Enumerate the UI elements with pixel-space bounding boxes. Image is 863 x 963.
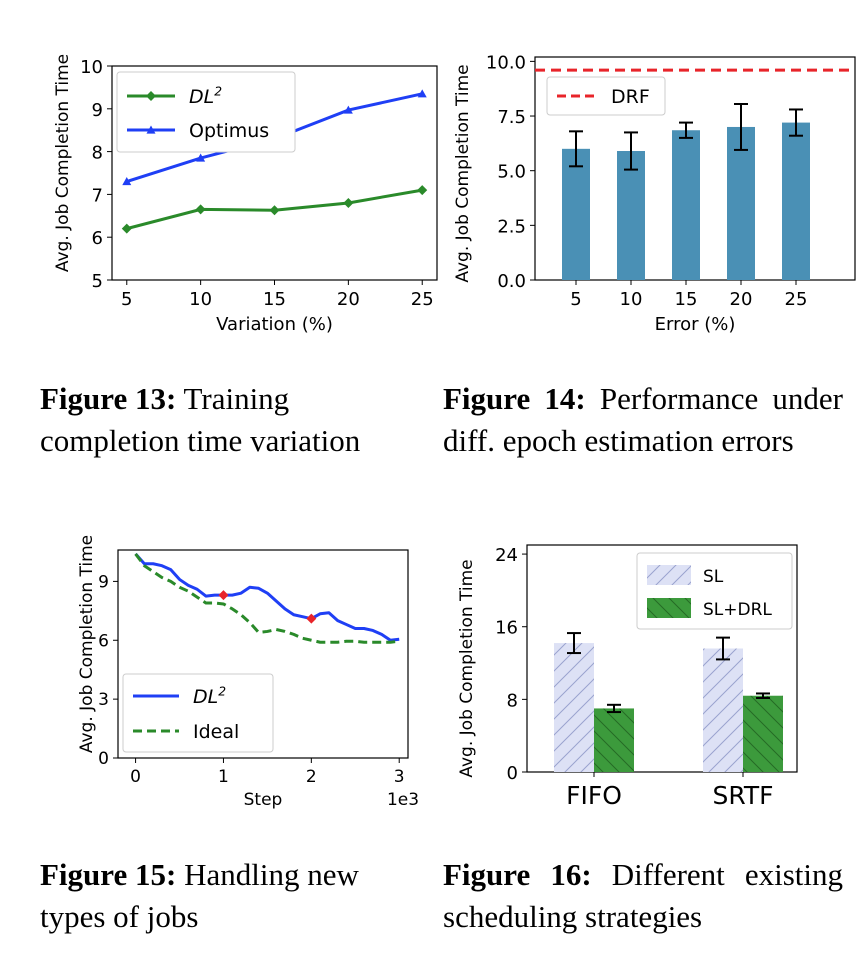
x-tick-label: 20: [730, 289, 753, 310]
x-axis-label: Error (%): [655, 314, 736, 335]
figure-16-caption: Figure 16: Different existing scheduling…: [443, 854, 843, 938]
figure-16-chart: 0 8 16 24 FIFO SRTF Avg. Job Completion Time SL…: [457, 544, 798, 810]
data-point: [122, 177, 132, 186]
legend-label: DL2: [193, 684, 226, 708]
figure-16-text: Different existing scheduling strategies: [443, 857, 844, 934]
x-tick-label: 2: [306, 767, 317, 787]
plot-frame: [526, 544, 798, 773]
legend-label: SL: [703, 567, 724, 587]
legend-box: [546, 76, 666, 116]
legend-swatch: [647, 565, 691, 585]
series-line: [134, 552, 400, 642]
figure-15-caption: Figure 15: Handling new types of jobs: [40, 854, 360, 938]
x-tick-label: 0: [130, 767, 141, 787]
y-axis-label: Avg. Job Completion Time: [77, 535, 97, 753]
data-point: [417, 89, 427, 98]
legend-swatch: [647, 598, 691, 618]
x-tick-label: FIFO: [566, 781, 622, 810]
figure-14-chart: 0.0 2.5 5.0 7.5 10.0 5 10 15 20 25 Error (%) Avg. J…: [453, 52, 856, 335]
figure-16-label: Figure 16:: [443, 857, 592, 892]
bar: [594, 708, 634, 772]
figure-14-text: Performance under diff. epoch estimation…: [443, 381, 843, 458]
y-axis-label: Avg. Job Completion Time: [453, 64, 473, 282]
y-tick-label: 10: [80, 57, 103, 78]
legend-label: Ideal: [193, 721, 239, 743]
bar: [617, 151, 645, 280]
y-tick-label: 8: [92, 143, 103, 164]
y-tick-label: 10.0: [486, 52, 526, 73]
x-axis-label: Variation (%): [216, 314, 333, 335]
legend-label: DRF: [611, 86, 650, 108]
plot-frame: [117, 549, 409, 759]
data-point: [343, 197, 354, 208]
data-point: [269, 205, 280, 216]
bar: [727, 126, 755, 280]
legend-box: [116, 71, 296, 153]
figure-15-chart: 0 1 2 3 0 3 6 9 Step 1e3 Avg. Job Completion Time D…: [77, 535, 419, 810]
x-tick-label: 25: [785, 289, 808, 310]
y-tick-label: 9: [92, 100, 103, 121]
data-point: [343, 105, 353, 114]
y-tick-label: 6: [92, 228, 103, 249]
x-tick-label: 5: [570, 289, 581, 310]
legend-box: [122, 673, 274, 753]
figure-13-text: Training completion time variation: [40, 381, 361, 458]
legend-label: SL+DRL: [703, 600, 772, 620]
y-tick-label: 5: [92, 271, 103, 292]
y-tick-label: 3: [98, 690, 109, 710]
y-tick-label: 7.5: [497, 107, 526, 128]
figure-14-caption: Figure 14: Performance under diff. epoch…: [443, 378, 843, 462]
legend-marker: [146, 125, 156, 134]
data-point: [196, 153, 206, 162]
x-tick-label: 15: [263, 289, 286, 310]
y-axis-label: Avg. Job Completion Time: [53, 54, 73, 272]
x-axis-label: Step: [244, 790, 283, 810]
legend-marker: [146, 91, 156, 101]
x-tick-label: 10: [189, 289, 212, 310]
series-line: [134, 553, 400, 644]
y-tick-label: 0: [507, 763, 518, 784]
bar: [562, 148, 590, 280]
legend-label: Optimus: [189, 120, 269, 142]
data-point: [121, 223, 132, 234]
y-tick-label: 0.0: [497, 271, 526, 292]
x-axis-multiplier: 1e3: [387, 790, 419, 810]
x-tick-label: 3: [394, 767, 405, 787]
legend-label: DL2: [189, 84, 222, 108]
x-tick-label: 25: [411, 289, 434, 310]
highlight-marker: [306, 613, 317, 624]
y-tick-label: 24: [495, 545, 518, 566]
y-tick-label: 6: [98, 631, 109, 651]
figure-13-label: Figure 13:: [40, 381, 177, 416]
x-tick-label: 20: [337, 289, 360, 310]
figure-13-caption: Figure 13: Training completion time vari…: [40, 378, 420, 462]
bar: [703, 648, 743, 772]
y-tick-label: 9: [98, 572, 109, 592]
y-tick-label: 7: [92, 185, 103, 206]
bar: [782, 122, 810, 281]
bar: [554, 643, 594, 772]
x-tick-label: 5: [121, 289, 132, 310]
figure-15-label: Figure 15:: [40, 857, 177, 892]
y-axis-label: Avg. Job Completion Time: [457, 559, 477, 777]
figure-14-label: Figure 14:: [443, 381, 586, 416]
bar: [743, 695, 783, 772]
x-tick-label: 1: [218, 767, 229, 787]
y-tick-label: 0: [98, 749, 109, 769]
y-tick-label: 2.5: [497, 216, 526, 237]
y-tick-label: 8: [507, 690, 518, 711]
y-tick-label: 5.0: [497, 162, 526, 183]
x-tick-label: 15: [675, 289, 698, 310]
x-tick-label: SRTF: [712, 781, 773, 810]
x-tick-label: 10: [620, 289, 643, 310]
y-tick-label: 16: [495, 618, 518, 639]
figure-15-text: Handling new types of jobs: [40, 857, 359, 934]
highlight-marker: [218, 590, 229, 601]
data-point: [417, 185, 428, 196]
bar: [672, 130, 700, 280]
data-point: [195, 204, 206, 215]
